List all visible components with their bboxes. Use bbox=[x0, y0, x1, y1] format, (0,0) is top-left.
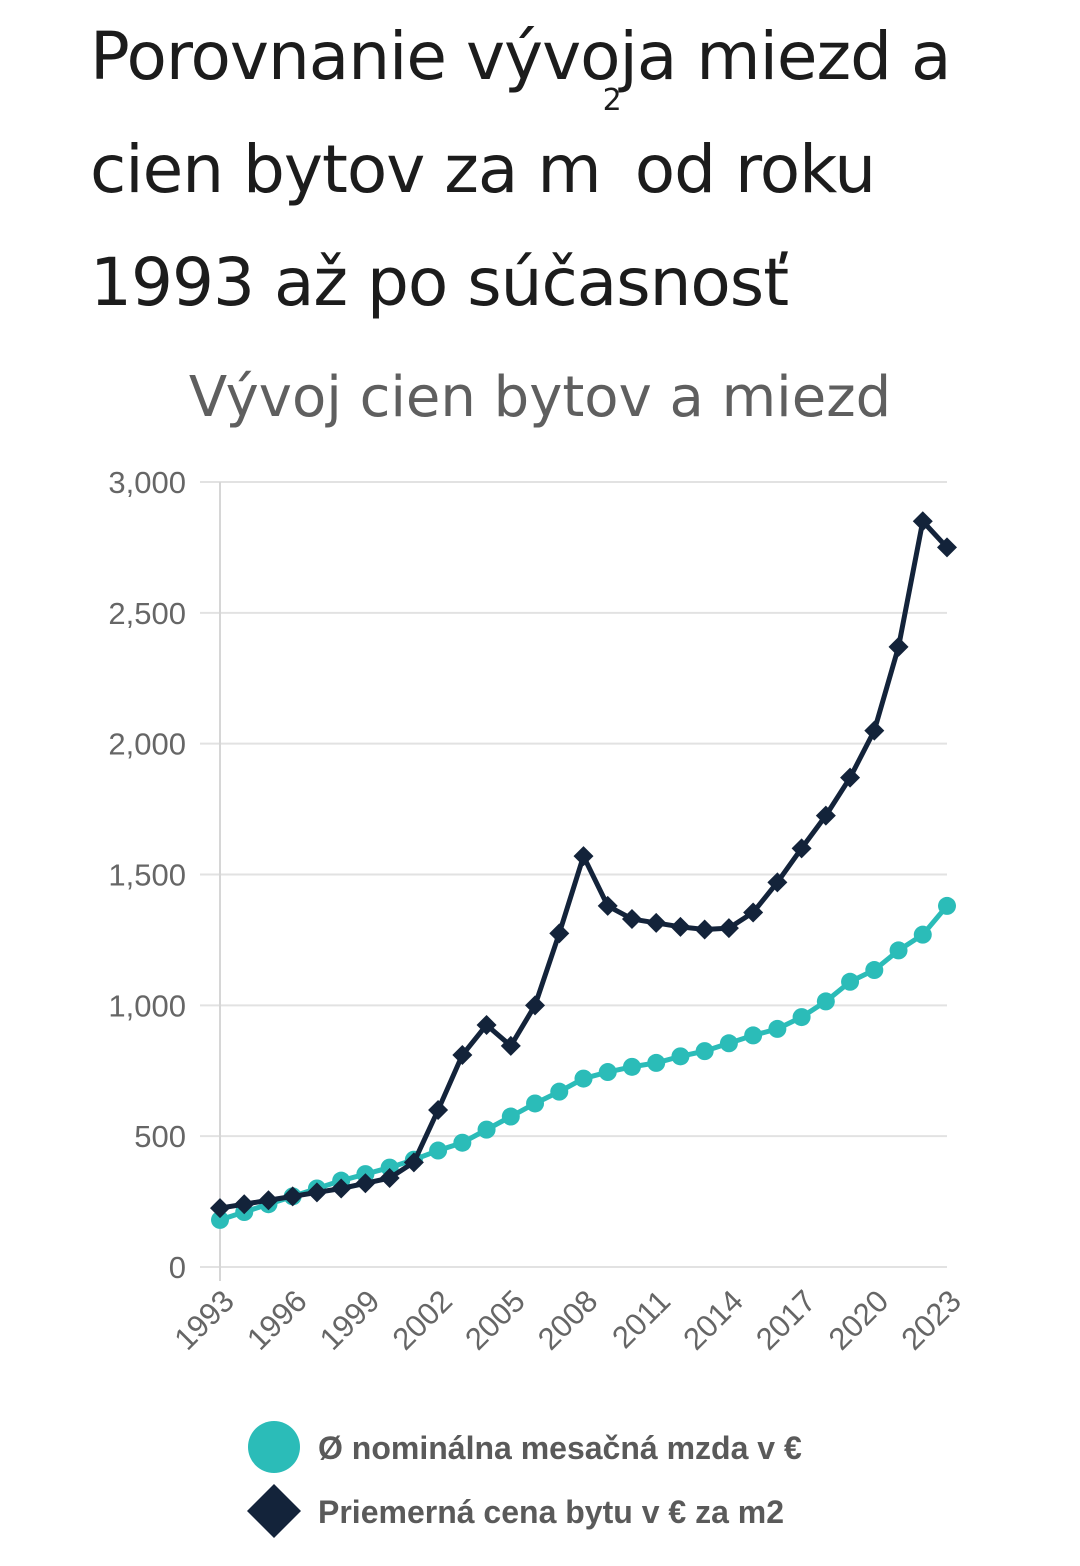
y-axis-tick-labels: 0 500 1,000 1,500 2,000 2,500 3,000 bbox=[108, 465, 186, 1285]
legend-label: Ø nominálna mesačná mzda v € bbox=[318, 1430, 802, 1466]
headline-line-2-start: cien bytov za m bbox=[90, 131, 602, 208]
data-point bbox=[865, 961, 884, 980]
data-point bbox=[550, 1082, 569, 1101]
data-point bbox=[694, 919, 715, 940]
data-point bbox=[695, 1042, 714, 1061]
data-point bbox=[912, 511, 933, 532]
data-point bbox=[913, 925, 932, 944]
x-tick-label: 2005 bbox=[458, 1283, 532, 1357]
data-point bbox=[501, 1107, 520, 1126]
x-tick-label: 2014 bbox=[676, 1283, 750, 1357]
data-point bbox=[670, 916, 691, 937]
data-point bbox=[815, 805, 836, 826]
data-point bbox=[234, 1194, 255, 1215]
y-tick-label: 500 bbox=[134, 1119, 186, 1154]
data-point bbox=[355, 1173, 376, 1194]
data-point bbox=[211, 1210, 229, 1229]
x-tick-label: 2017 bbox=[749, 1283, 823, 1357]
y-tick-label: 2,000 bbox=[108, 727, 186, 762]
data-point bbox=[888, 636, 909, 657]
data-point bbox=[719, 1034, 738, 1053]
y-tick-label: 2,500 bbox=[108, 596, 186, 631]
data-series bbox=[210, 511, 957, 1229]
data-point bbox=[525, 995, 546, 1016]
y-tick-label: 1,000 bbox=[108, 988, 186, 1023]
data-point bbox=[791, 838, 812, 859]
series-line bbox=[217, 903, 950, 1223]
data-point bbox=[937, 537, 957, 558]
headline-line-1: Porovnanie vývoja miezd a bbox=[90, 18, 951, 95]
chart-title: Vývoj cien bytov a miezd bbox=[189, 365, 891, 430]
x-tick-label: 2023 bbox=[894, 1283, 968, 1357]
data-point bbox=[452, 1045, 473, 1066]
legend: Ø nominálna mesačná mzda v € Priemerná ce… bbox=[247, 1421, 802, 1538]
data-point bbox=[744, 1026, 763, 1045]
data-point bbox=[792, 1008, 811, 1027]
data-point bbox=[306, 1182, 327, 1203]
data-point bbox=[816, 992, 835, 1011]
line-chart: Vývoj cien bytov a miezd 0 500 1,000 1,500 2… bbox=[108, 365, 968, 1538]
data-point bbox=[453, 1133, 472, 1152]
data-point bbox=[768, 1019, 787, 1038]
data-point bbox=[864, 720, 885, 741]
legend-marker-circle bbox=[248, 1421, 300, 1473]
data-point bbox=[379, 1168, 400, 1189]
data-point bbox=[767, 872, 788, 893]
page-headline: Porovnanie vývoja miezd a cien bytov za … bbox=[90, 0, 1050, 339]
data-point bbox=[574, 1069, 593, 1088]
x-tick-label: 2002 bbox=[386, 1283, 460, 1357]
data-point bbox=[331, 1178, 352, 1199]
data-point bbox=[841, 972, 860, 991]
data-point bbox=[743, 902, 764, 923]
data-point bbox=[526, 1094, 545, 1113]
data-point bbox=[938, 896, 956, 915]
data-point bbox=[477, 1120, 496, 1139]
data-point bbox=[210, 1198, 230, 1219]
data-point bbox=[647, 1053, 666, 1072]
legend-marker-diamond bbox=[247, 1484, 301, 1538]
data-point bbox=[622, 1057, 641, 1076]
data-point bbox=[621, 908, 642, 929]
data-point bbox=[500, 1035, 521, 1056]
data-point bbox=[840, 767, 861, 788]
headline-superscript: 2 bbox=[602, 83, 622, 118]
y-tick-label: 1,500 bbox=[108, 858, 186, 893]
legend-label: Priemerná cena bytu v € za m2 bbox=[318, 1494, 784, 1530]
data-point bbox=[380, 1158, 399, 1177]
x-tick-label: 1999 bbox=[313, 1283, 387, 1357]
gridlines bbox=[200, 481, 947, 1281]
y-tick-label: 0 bbox=[169, 1250, 186, 1285]
data-point bbox=[597, 895, 618, 916]
series-2 bbox=[210, 511, 957, 1219]
data-point bbox=[549, 923, 570, 944]
series-1 bbox=[211, 896, 956, 1229]
headline-line-2-end: od roku bbox=[634, 131, 876, 208]
x-tick-label: 2011 bbox=[605, 1283, 677, 1355]
data-point bbox=[889, 941, 908, 960]
data-point bbox=[646, 912, 667, 933]
data-point bbox=[258, 1190, 279, 1211]
data-point bbox=[671, 1047, 690, 1066]
data-point bbox=[718, 918, 739, 939]
data-point bbox=[282, 1186, 303, 1207]
x-tick-label: 2008 bbox=[531, 1283, 605, 1357]
x-tick-label: 1993 bbox=[167, 1283, 241, 1357]
data-point bbox=[428, 1100, 449, 1120]
data-point bbox=[429, 1141, 448, 1160]
data-point bbox=[476, 1014, 497, 1035]
data-point bbox=[403, 1152, 424, 1173]
y-tick-label: 3,000 bbox=[108, 465, 186, 500]
headline-line-3: 1993 až po súčasnosť bbox=[90, 244, 789, 321]
x-axis-tick-labels: 1993 1996 1999 2002 2005 2008 2011 2014 2017 2020… bbox=[167, 1283, 968, 1357]
x-tick-label: 2020 bbox=[822, 1283, 896, 1357]
x-tick-label: 1996 bbox=[240, 1283, 314, 1357]
data-point bbox=[598, 1063, 617, 1082]
data-point bbox=[573, 846, 594, 867]
